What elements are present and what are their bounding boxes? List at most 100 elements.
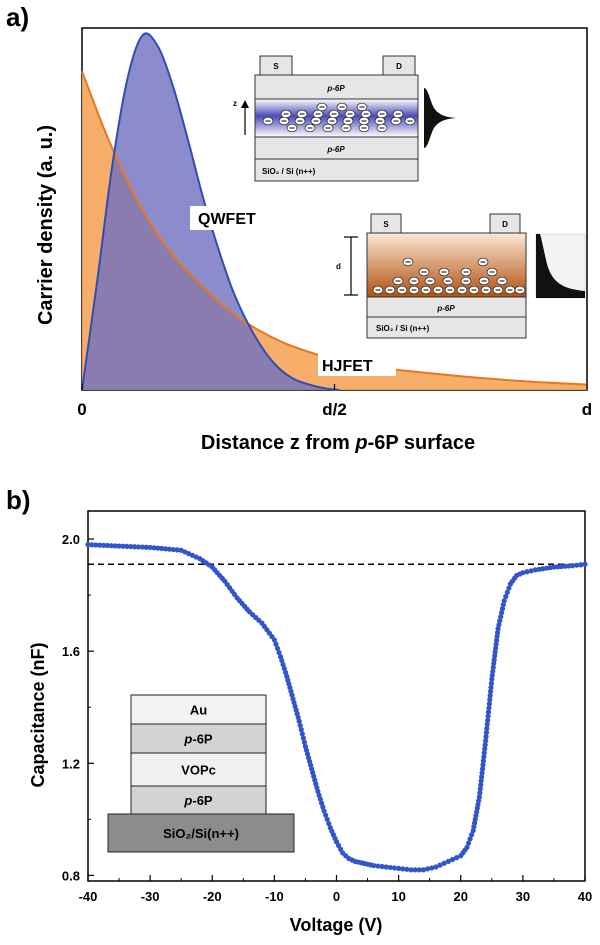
data-point	[493, 641, 499, 647]
data-point	[277, 654, 284, 660]
panel-b-xtick-label: 30	[516, 889, 530, 904]
panel-b-label: b)	[6, 485, 31, 515]
data-point	[486, 701, 492, 707]
data-point	[441, 860, 447, 866]
qwfet-substrate: SiO₂ / Si (n++)	[262, 167, 316, 176]
hjfet-charges	[372, 257, 526, 295]
data-point	[139, 544, 145, 550]
hjfet-curve	[81, 71, 588, 386]
stack-layer-label: SiO₂/Si(n++)	[163, 826, 239, 841]
data-point	[484, 721, 490, 728]
data-point	[301, 739, 308, 745]
data-point	[490, 664, 496, 671]
data-point	[551, 564, 557, 570]
panel-b-ylabel: Capacitance (nF)	[28, 642, 48, 787]
data-point	[100, 542, 107, 548]
panel-b-ytick-label: 0.8	[62, 868, 80, 883]
panel-b-xtick-label: -40	[79, 889, 98, 904]
qwfet-area	[82, 33, 340, 391]
data-point	[280, 662, 286, 668]
data-point	[489, 672, 495, 678]
panel-b-xtick-label: 40	[578, 889, 592, 904]
data-point	[274, 645, 281, 651]
data-point	[429, 865, 435, 871]
stack-layer-label: p-6P	[183, 793, 213, 808]
panel-b-xtick-label: 0	[333, 889, 340, 904]
data-point	[477, 790, 483, 796]
data-point	[396, 865, 402, 871]
stack-layer-label: VOPc	[181, 763, 216, 778]
qwfet-curve	[81, 32, 340, 391]
hjfet-distribution-profile	[536, 234, 585, 298]
data-point	[480, 758, 486, 764]
hjfet-drain-label: D	[502, 220, 508, 229]
data-point	[159, 545, 165, 552]
stack-layer	[130, 785, 267, 815]
data-point	[501, 598, 507, 604]
panel-b-xlabel: Voltage (V)	[290, 915, 383, 935]
data-point	[296, 718, 302, 724]
panel-a-tick-label: d	[582, 400, 592, 419]
data-point	[147, 544, 153, 551]
data-point	[279, 658, 285, 664]
panel-b-xtick-label: 10	[391, 889, 405, 904]
panel-b-xtick-label: -30	[141, 889, 160, 904]
data-point	[492, 649, 498, 655]
data-point	[315, 788, 321, 794]
data-point	[497, 618, 503, 624]
data-point	[478, 782, 484, 788]
data-point	[116, 543, 122, 549]
panel-a-label: a)	[6, 2, 29, 32]
data-point	[491, 657, 497, 663]
stack-layer	[130, 723, 267, 754]
panel-a-ylabel: Carrier density (a. u.)	[35, 125, 57, 325]
panel-b-xtick-label: -20	[203, 889, 222, 904]
data-point	[562, 563, 568, 569]
data-point	[496, 622, 502, 628]
data-point	[97, 542, 103, 548]
data-point	[151, 545, 157, 551]
data-point	[582, 561, 588, 567]
panel-a-tick-label: 0	[77, 400, 86, 419]
data-point	[485, 717, 491, 723]
data-point	[379, 863, 385, 870]
data-point	[555, 564, 561, 570]
data-point	[491, 661, 497, 667]
data-point	[494, 630, 501, 636]
data-point	[299, 731, 305, 737]
data-point	[321, 808, 327, 814]
data-point	[489, 676, 495, 682]
data-point	[482, 742, 488, 748]
data-point	[476, 794, 482, 800]
data-point	[566, 563, 572, 569]
hjfet-layer: p-6P	[436, 304, 455, 313]
qwfet-device-inset: S D p-6P p-6P SiO₂ / Si (n++) z	[233, 55, 456, 182]
data-point	[499, 606, 506, 612]
data-point	[484, 725, 490, 732]
data-point	[495, 626, 501, 632]
data-point	[420, 867, 427, 873]
data-point	[298, 727, 304, 733]
data-point	[569, 563, 576, 569]
panel-b-xtick-label: 20	[454, 889, 468, 904]
data-point	[492, 653, 498, 659]
data-point	[481, 754, 487, 760]
data-point	[387, 864, 393, 871]
data-point	[483, 734, 489, 740]
data-point	[135, 544, 142, 550]
data-point	[120, 543, 126, 549]
data-point	[412, 867, 418, 873]
qwfet-source-label: S	[273, 62, 279, 71]
data-point	[297, 722, 303, 729]
data-point	[323, 812, 329, 818]
data-point	[371, 862, 377, 869]
data-point	[449, 856, 456, 863]
hjfet-label: HJFET	[322, 358, 373, 375]
data-point	[478, 778, 484, 784]
data-point	[488, 684, 494, 691]
data-point	[391, 865, 398, 871]
panel-a-tick-label: d/2	[322, 400, 347, 419]
data-point	[486, 705, 492, 711]
stack-layer	[130, 752, 267, 787]
